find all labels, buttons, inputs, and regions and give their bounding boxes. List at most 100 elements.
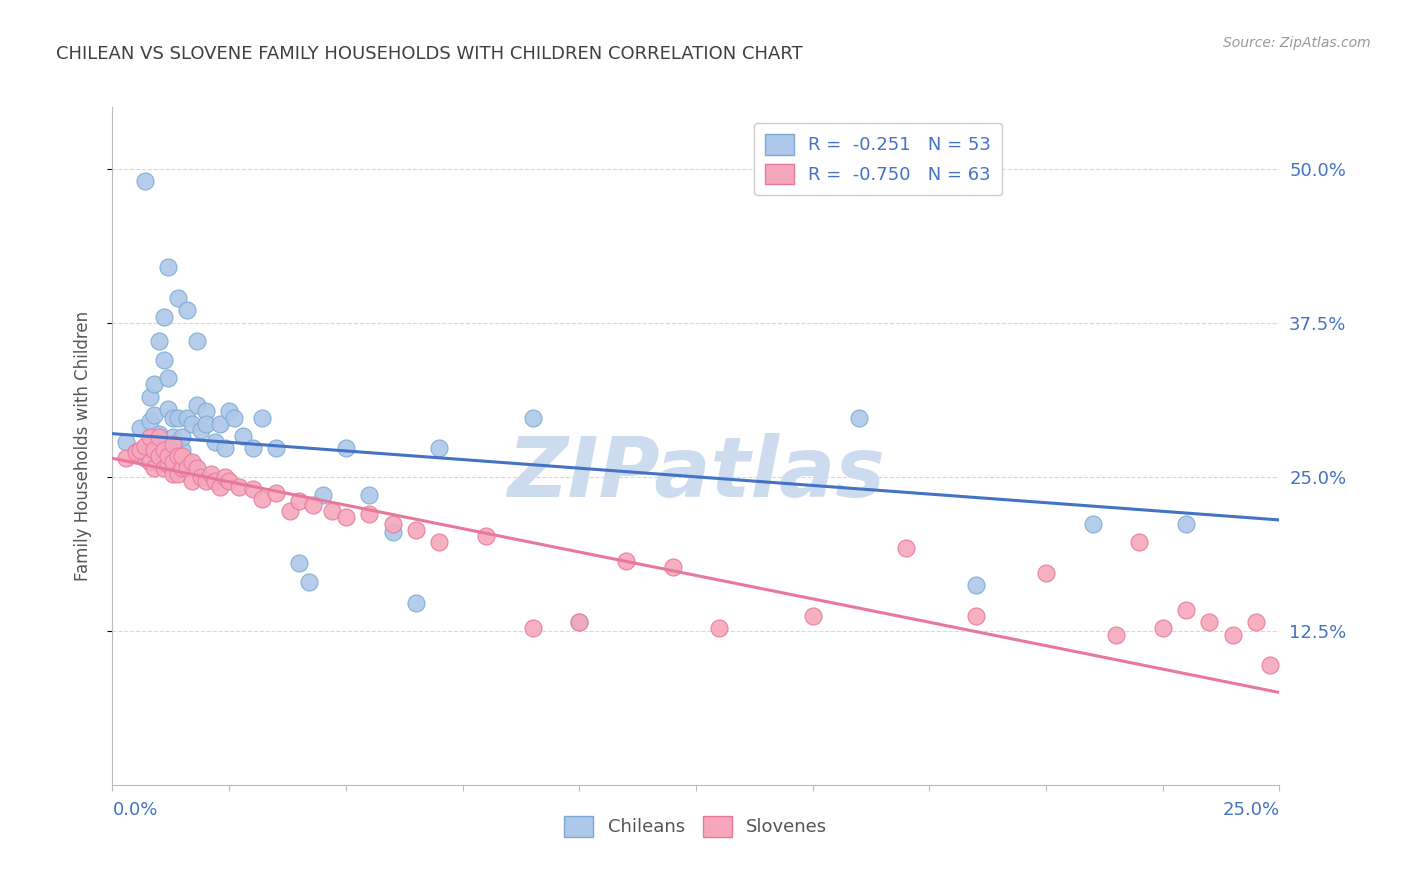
Point — [190, 470, 212, 484]
Point — [1035, 566, 1057, 580]
Point — [335, 510, 357, 524]
Point — [148, 439, 170, 453]
Y-axis label: Family Households with Children: Family Households with Children — [73, 311, 91, 581]
Point — [1222, 627, 1244, 641]
Point — [162, 467, 184, 482]
Point — [405, 523, 427, 537]
Point — [115, 451, 138, 466]
Point — [166, 410, 188, 425]
Point — [134, 451, 156, 466]
Point — [214, 470, 236, 484]
Point — [172, 442, 194, 457]
Point — [614, 554, 637, 568]
Point — [801, 609, 824, 624]
Point — [176, 454, 198, 468]
Point — [180, 455, 202, 469]
Point — [405, 595, 427, 609]
Point — [1128, 535, 1150, 549]
Point — [172, 430, 194, 444]
Point — [848, 410, 870, 425]
Point — [190, 423, 212, 437]
Point — [250, 410, 273, 425]
Point — [250, 491, 273, 506]
Point — [1175, 603, 1198, 617]
Point — [139, 390, 162, 404]
Point — [335, 442, 357, 456]
Point — [153, 442, 176, 457]
Point — [302, 498, 325, 512]
Point — [143, 461, 166, 475]
Point — [129, 442, 152, 457]
Point — [297, 574, 319, 589]
Point — [427, 442, 450, 456]
Point — [232, 429, 254, 443]
Text: 25.0%: 25.0% — [1222, 802, 1279, 820]
Text: Source: ZipAtlas.com: Source: ZipAtlas.com — [1223, 36, 1371, 50]
Point — [381, 525, 404, 540]
Point — [139, 455, 162, 469]
Point — [359, 488, 381, 502]
Point — [1105, 627, 1128, 641]
Point — [475, 529, 498, 543]
Point — [204, 435, 226, 450]
Point — [157, 402, 180, 417]
Point — [218, 474, 240, 488]
Point — [172, 449, 194, 463]
Point — [381, 516, 404, 531]
Point — [157, 449, 180, 463]
Point — [166, 449, 188, 463]
Point — [359, 507, 381, 521]
Point — [1081, 516, 1104, 531]
Point — [194, 474, 217, 488]
Point — [129, 420, 152, 434]
Point — [143, 377, 166, 392]
Point — [222, 410, 245, 425]
Point — [214, 442, 236, 456]
Point — [157, 260, 180, 275]
Point — [153, 461, 176, 475]
Point — [162, 410, 184, 425]
Point — [204, 474, 226, 488]
Point — [139, 414, 162, 428]
Point — [143, 408, 166, 422]
Point — [1198, 615, 1220, 630]
Point — [218, 404, 240, 418]
Point — [208, 417, 231, 431]
Point — [115, 435, 138, 450]
Point — [143, 442, 166, 457]
Point — [242, 482, 264, 496]
Point — [522, 410, 544, 425]
Point — [278, 504, 301, 518]
Point — [148, 426, 170, 441]
Point — [1258, 658, 1281, 673]
Point — [194, 404, 217, 418]
Point — [148, 430, 170, 444]
Point — [288, 556, 311, 570]
Point — [200, 467, 222, 482]
Point — [157, 442, 180, 457]
Point — [157, 458, 180, 472]
Point — [264, 442, 287, 456]
Point — [139, 430, 162, 444]
Point — [148, 334, 170, 349]
Point — [1175, 516, 1198, 531]
Point — [194, 417, 217, 431]
Point — [709, 622, 731, 636]
Point — [208, 480, 231, 494]
Point — [568, 615, 591, 630]
Point — [176, 410, 198, 425]
Point — [162, 455, 184, 469]
Point — [166, 467, 188, 482]
Point — [186, 461, 208, 475]
Point — [172, 461, 194, 475]
Point — [125, 445, 148, 459]
Point — [568, 615, 591, 630]
Point — [311, 488, 333, 502]
Point — [228, 480, 250, 494]
Point — [166, 291, 188, 305]
Point — [180, 474, 202, 488]
Point — [157, 371, 180, 385]
Point — [162, 436, 184, 450]
Point — [661, 559, 683, 574]
Point — [153, 310, 176, 324]
